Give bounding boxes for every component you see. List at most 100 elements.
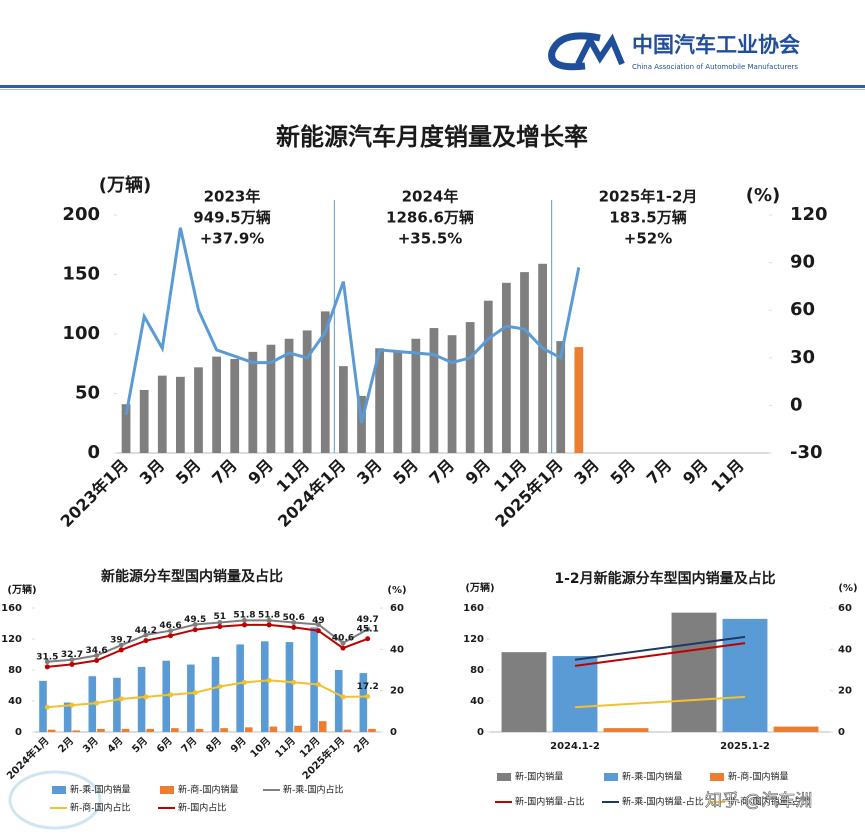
line [574,642,746,667]
bar [194,367,203,453]
bar [139,389,149,453]
y-tick-label: 40 [470,696,484,707]
x-tick-label: 11月 [707,456,748,497]
y2-tick-label: -30 [790,442,823,463]
data-label: 49.5 [184,615,206,625]
x-tick-label: 5月 [607,456,640,489]
line-point [143,632,149,638]
y2-tick-label: 20 [838,686,852,697]
legend-swatch [160,786,174,794]
line-point [340,694,346,700]
x-tick-label: 2025.1-2 [720,741,770,752]
y2-axis-title: (%) [746,185,781,206]
bar [269,726,278,732]
y-tick-label: 0 [477,727,484,738]
y-tick-label: 120 [463,634,484,645]
data-label: 32.7 [61,650,83,660]
bar [266,344,276,453]
bar [284,338,294,453]
bar [230,358,240,453]
x-tick-label: 3月 [353,456,386,489]
data-label: 39.7 [110,635,132,645]
bar [146,728,155,732]
y2-tick-label: 40 [390,644,404,655]
line-point [118,696,124,702]
bar [520,272,529,453]
data-label: 51.8 [233,610,255,620]
x-tick-label: 8月 [204,735,224,755]
header-rule [0,85,865,88]
y-axis-title: (万辆) [99,174,151,196]
bar [343,729,352,732]
bar [212,356,221,453]
data-label: 50.6 [283,613,305,623]
y2-tick-label: 60 [390,603,404,614]
x-tick-label: 3月 [136,456,169,489]
line-point [291,624,297,630]
x-tick-label: 7月 [179,735,199,755]
y2-tick-label: 40 [838,644,852,655]
bar [538,263,547,453]
data-label: 44.2 [135,626,157,636]
line-point [315,681,321,687]
line-point [241,617,247,623]
x-tick-label: 3月 [80,735,100,755]
logo-arc [548,32,601,71]
bar [162,660,171,732]
annotation: 183.5万辆 [609,209,686,227]
bar [121,728,130,732]
bar [556,341,566,453]
bar [483,300,493,453]
line-point [365,626,371,632]
line-point [94,700,100,706]
y2-tick-label: 30 [790,347,815,368]
bar [411,338,421,453]
legend-swatch [710,773,724,781]
bar [773,726,819,732]
chart-title: 新能源分车型国内销量及占比 [101,568,283,585]
legend-swatch [604,773,618,781]
annotation: 1286.6万辆 [386,209,474,227]
legend-label: 新-乘-国内销量 [622,771,683,783]
line [574,635,746,661]
y-tick-label: 150 [62,264,100,285]
y-tick-label: 0 [15,727,22,738]
x-tick-label: 2月 [351,735,371,755]
logo [548,32,625,71]
bar [97,728,105,732]
bar [552,656,598,732]
line-point [340,640,346,646]
bar [429,328,439,453]
x-tick-label: 5月 [389,456,422,489]
bar [671,612,717,732]
bar [260,641,269,732]
bar [187,664,195,732]
line-point [291,679,297,685]
legend-label: 新-商-国内销量 [178,784,239,796]
x-tick-label: 5月 [172,456,205,489]
bar [195,728,204,732]
y-tick-label: 80 [8,665,22,676]
x-tick-label: 2023年1月 [57,456,132,531]
line-point [365,636,371,642]
line [47,679,368,709]
x-tick-label: 2024.1-2 [550,741,600,752]
bar [334,670,343,732]
x-tick-label: 11月 [273,735,298,760]
bar [320,311,330,453]
bar [285,642,294,732]
y2-tick-label: 0 [838,727,845,738]
bar [447,335,457,453]
bar [359,673,368,732]
bar [294,725,302,732]
line-point [94,653,100,659]
line-point [118,642,124,648]
legend-label: 新-商-国内销量-占比 [728,796,810,808]
legend-label: 新-乘-国内占比 [283,784,344,796]
bar [39,680,47,732]
line-point [340,645,346,651]
y2-tick-label: 120 [790,204,828,225]
bar [302,330,312,453]
bar [722,618,768,732]
y2-tick-label: 20 [390,686,404,697]
